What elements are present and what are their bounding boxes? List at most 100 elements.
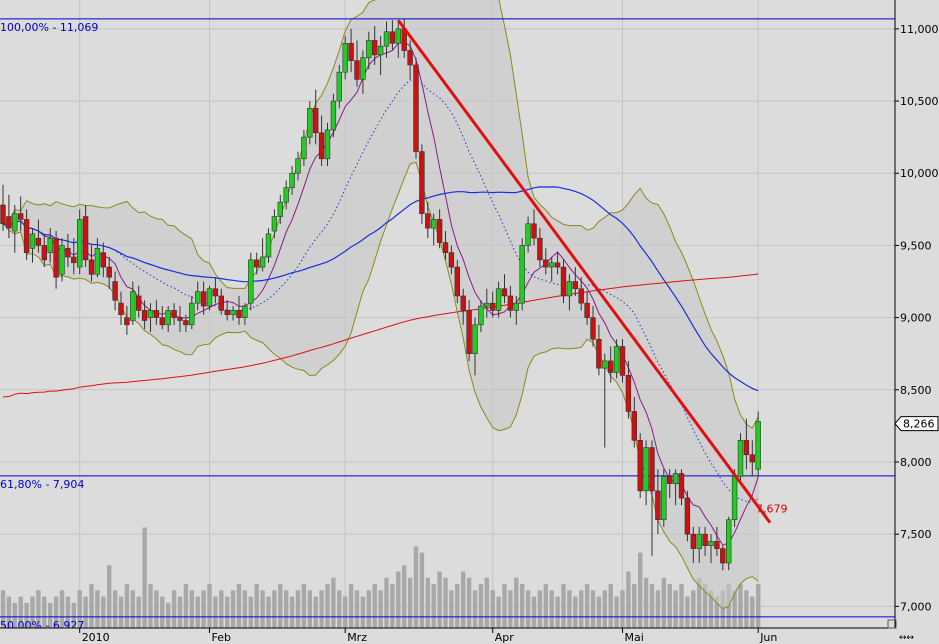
candle-body-down	[454, 266, 460, 297]
volume-bar	[42, 596, 47, 628]
fib-level-label: 100,00% - 11,069	[0, 21, 98, 34]
price-tick-label: 9,500	[900, 239, 932, 252]
volume-bar	[272, 590, 277, 628]
candle-body-down	[218, 295, 224, 311]
volume-bar	[525, 590, 531, 628]
candle-body-up	[147, 310, 154, 318]
volume-bar	[679, 584, 684, 628]
candle-body-up	[672, 473, 679, 484]
volume-bar	[107, 565, 112, 628]
candle-body-down	[489, 302, 496, 311]
candle-body-down	[743, 440, 750, 456]
volume-bar	[118, 596, 124, 628]
volume-bar	[77, 590, 82, 628]
volume-bar	[396, 571, 401, 628]
slow-moving-average	[2, 273, 759, 398]
volume-bar	[673, 590, 678, 628]
candle-body-down	[684, 497, 691, 535]
candle-body-down	[171, 310, 177, 318]
volume-bar	[667, 584, 672, 628]
candle-body-down	[531, 223, 537, 239]
volume-bar	[59, 590, 65, 628]
candle-body-down	[236, 310, 242, 318]
volume-bar	[89, 584, 94, 628]
volume-bar	[0, 590, 6, 628]
candle-body-down	[460, 295, 466, 311]
volume-bar	[177, 596, 183, 628]
scroll-arrows[interactable]: ↔↔	[899, 633, 915, 643]
candle-body-up	[259, 256, 266, 268]
candle-body-down	[53, 237, 59, 278]
fib-level-label: 61,80% - 7,904	[0, 478, 84, 491]
candle-body-down	[254, 259, 260, 268]
candle-body-down	[554, 262, 561, 268]
volume-bar	[655, 590, 661, 628]
bollinger-upper-line	[2, 0, 759, 429]
volume-bar	[278, 584, 283, 628]
candle-body-up	[708, 541, 714, 547]
candle-body-up	[330, 100, 337, 131]
time-tick-label: Apr	[495, 631, 515, 644]
volume-bar	[83, 596, 88, 628]
volume-bar	[407, 577, 413, 628]
volume-bar	[325, 584, 330, 628]
price-tick-label: 9,000	[900, 312, 932, 325]
volume-bar	[484, 577, 489, 628]
resize-corner-icon[interactable]	[887, 619, 897, 629]
candle-body-up	[513, 302, 520, 311]
volume-bar	[366, 590, 371, 628]
candle-body-up	[342, 43, 348, 73]
volume-bar	[295, 590, 301, 628]
candle-body-up	[265, 233, 272, 258]
volume-bar	[661, 577, 666, 628]
volume-bar	[685, 596, 690, 628]
scroll-left-right-icon[interactable]: ↔↔	[899, 633, 915, 643]
volume-bar	[520, 584, 525, 628]
candle-body-down	[466, 310, 472, 355]
candle-body-down	[436, 219, 443, 243]
candle-body-up	[430, 219, 437, 229]
candle-body-down	[590, 317, 596, 340]
volume-bar	[496, 596, 501, 628]
volume-bar	[449, 590, 454, 628]
candle-body-up	[283, 187, 289, 203]
price-axis: 11,000 10,500 10,000 9,500 9,000 8,500 8,000 7,…	[895, 23, 939, 613]
volume-bar	[242, 590, 248, 628]
volume-bar	[307, 590, 312, 628]
volume-bar	[744, 590, 749, 628]
volume-bar	[372, 584, 377, 628]
candle-body-down	[619, 346, 626, 376]
candle-body-down	[578, 288, 584, 304]
volume-bar	[195, 596, 200, 628]
volume-bar	[502, 584, 507, 628]
candle-body-down	[649, 447, 655, 492]
candle-body-down	[371, 40, 378, 56]
candle-body-up	[377, 45, 384, 56]
volume-bar	[319, 590, 324, 628]
volume-bar	[301, 584, 307, 628]
volume-bar	[142, 527, 147, 628]
candle-body-up	[613, 346, 620, 373]
candle-body-down	[141, 310, 148, 321]
volume-bar	[136, 596, 141, 628]
volume-bar	[472, 590, 478, 628]
candle-body-up	[230, 310, 236, 316]
volume-bar	[443, 577, 448, 628]
candle-body-up	[242, 305, 248, 318]
candle-body-down	[749, 454, 756, 463]
volume-bar	[360, 596, 366, 628]
volume-bar	[720, 590, 725, 628]
candle-body-down	[65, 248, 71, 258]
volume-bar	[567, 590, 572, 628]
volume-bar	[579, 590, 584, 628]
volume-bar	[602, 590, 607, 628]
candle-body-down	[389, 31, 396, 44]
volume-bar	[260, 590, 265, 628]
volume-bar	[413, 546, 419, 628]
candle-body-up	[29, 233, 36, 249]
volume-bar	[378, 590, 383, 628]
candle-body-up	[130, 291, 136, 321]
candle-body-up	[360, 57, 366, 80]
candle-body-down	[501, 288, 508, 297]
candle-body-up	[519, 245, 525, 304]
